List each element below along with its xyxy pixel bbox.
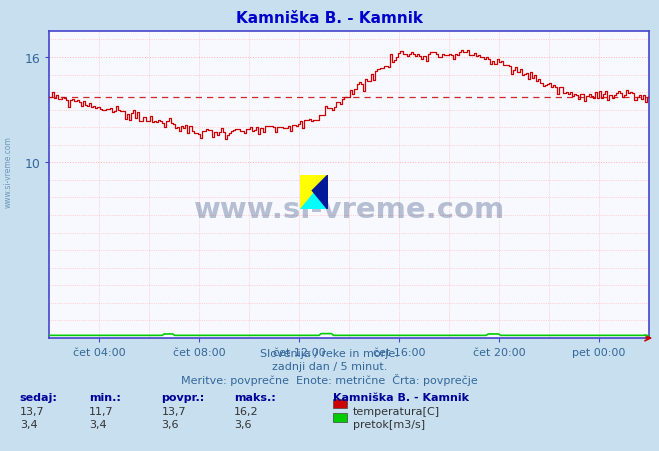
Text: 3,4: 3,4 xyxy=(20,419,38,429)
Text: pretok[m3/s]: pretok[m3/s] xyxy=(353,419,424,429)
Text: 3,6: 3,6 xyxy=(161,419,179,429)
Text: povpr.:: povpr.: xyxy=(161,392,205,402)
Text: maks.:: maks.: xyxy=(234,392,275,402)
Text: 3,4: 3,4 xyxy=(89,419,107,429)
Text: 3,6: 3,6 xyxy=(234,419,252,429)
Polygon shape xyxy=(300,176,328,210)
Text: 11,7: 11,7 xyxy=(89,406,113,416)
Polygon shape xyxy=(312,176,328,210)
Text: Kamniška B. - Kamnik: Kamniška B. - Kamnik xyxy=(236,11,423,26)
Text: sedaj:: sedaj: xyxy=(20,392,57,402)
Text: min.:: min.: xyxy=(89,392,121,402)
Text: temperatura[C]: temperatura[C] xyxy=(353,406,440,416)
Text: Kamniška B. - Kamnik: Kamniška B. - Kamnik xyxy=(333,392,469,402)
Polygon shape xyxy=(300,176,328,210)
Text: Slovenija / reke in morje.: Slovenija / reke in morje. xyxy=(260,348,399,358)
Text: 13,7: 13,7 xyxy=(20,406,44,416)
Text: www.si-vreme.com: www.si-vreme.com xyxy=(3,135,13,207)
Text: zadnji dan / 5 minut.: zadnji dan / 5 minut. xyxy=(272,361,387,371)
Text: 16,2: 16,2 xyxy=(234,406,258,416)
Text: Meritve: povprečne  Enote: metrične  Črta: povprečje: Meritve: povprečne Enote: metrične Črta:… xyxy=(181,373,478,386)
Text: www.si-vreme.com: www.si-vreme.com xyxy=(194,195,505,223)
Text: 13,7: 13,7 xyxy=(161,406,186,416)
